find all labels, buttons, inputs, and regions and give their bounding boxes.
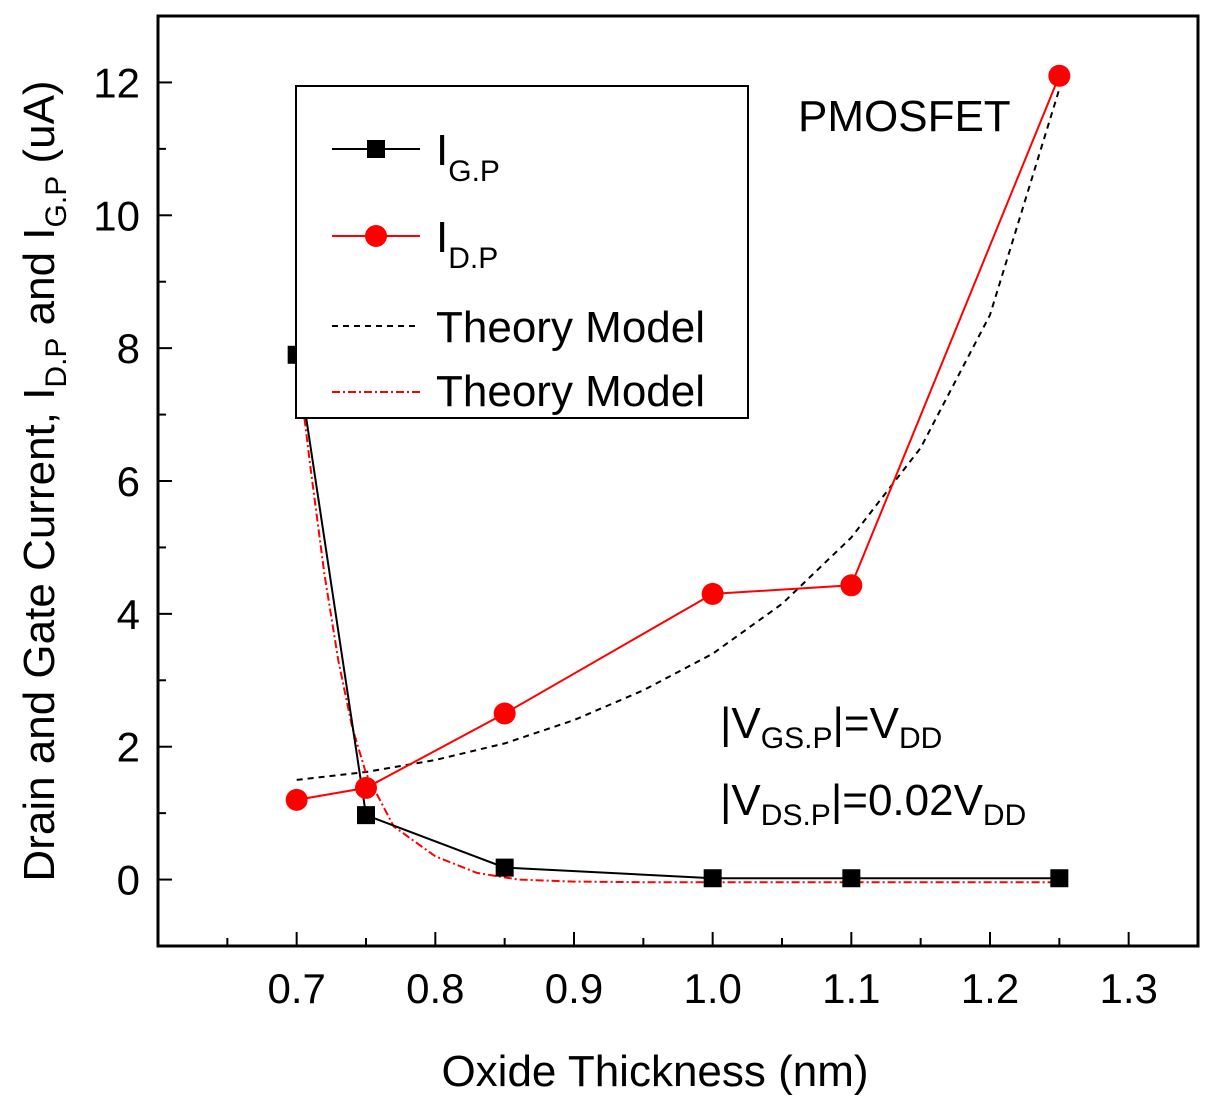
y-tick-label: 2 <box>117 724 140 771</box>
x-tick-label: 1.3 <box>1099 965 1157 1012</box>
annotation-vgs-s2: DD <box>899 722 942 755</box>
x-tick-label: 0.7 <box>267 965 325 1012</box>
x-axis-title: Oxide Thickness (nm) <box>441 1047 868 1096</box>
y-tick-label: 12 <box>93 59 140 106</box>
y-tick-label: 6 <box>117 458 140 505</box>
x-tick-label: 1.2 <box>961 965 1019 1012</box>
annotation-vds-b: |=0.02V <box>831 776 984 825</box>
igp-point <box>703 869 722 888</box>
y-tick-label: 8 <box>117 325 140 372</box>
idp-point <box>493 702 516 725</box>
annotation-device: PMOSFET <box>798 92 1011 141</box>
annotation-vds-s1: DS.P <box>761 799 831 832</box>
igp-point <box>357 806 375 825</box>
legend-marker-igp <box>367 140 385 158</box>
y-tick-label: 0 <box>117 857 140 904</box>
legend-label-igp-main: I <box>436 126 448 175</box>
x-tick-label: 1.0 <box>683 965 741 1012</box>
annotation-vds: |VDS.P|=0.02VDD <box>720 776 1026 832</box>
annotation-vgs: |VGS.P|=VDD <box>720 699 942 755</box>
annotation-vds-s2: DD <box>983 799 1026 832</box>
series-line-theory-red <box>295 354 1060 884</box>
y-axis-title: Drain and Gate Current, ID.P and IG.P (u… <box>15 80 73 881</box>
series-line-igp <box>295 354 1060 880</box>
series-markers-idp <box>285 64 1071 811</box>
x-tick-label: 0.9 <box>545 965 603 1012</box>
legend-label-idp: ID.P <box>436 213 498 275</box>
x-tick-label: 0.8 <box>406 965 464 1012</box>
y-tick-labels: 0 2 4 6 8 10 12 <box>93 59 140 903</box>
legend: IG.P ID.P Theory Model Theory Model <box>295 85 749 419</box>
x-tick-label: 1.1 <box>822 965 880 1012</box>
igp-point <box>842 869 861 888</box>
series-line-theory-black <box>296 88 1061 781</box>
idp-point <box>701 582 724 605</box>
legend-label-theory-black: Theory Model <box>436 303 705 352</box>
y-axis-title-prefix: Drain and Gate Current, I <box>15 388 64 882</box>
legend-label-theory-red: Theory Model <box>436 367 705 416</box>
idp-point <box>1048 64 1071 87</box>
series-line-idp <box>296 75 1061 801</box>
y-axis-title-sub2: G.P <box>40 176 73 228</box>
idp-point <box>840 574 863 597</box>
legend-label-igp: IG.P <box>436 126 500 188</box>
annotation-vgs-b: |=V <box>832 699 899 748</box>
annotation-vgs-s1: GS.P <box>761 722 833 755</box>
y-axis-title-sub1: D.P <box>40 338 73 388</box>
idp-point <box>285 788 308 811</box>
legend-label-idp-main: I <box>436 213 448 262</box>
annotation-vgs-a: |V <box>720 699 761 748</box>
y-axis-title-mid: and I <box>15 227 64 337</box>
y-tick-label: 4 <box>117 591 140 638</box>
legend-label-idp-sub: D.P <box>448 242 498 275</box>
y-axis <box>158 15 172 947</box>
y-tick-label: 10 <box>93 192 140 239</box>
igp-point <box>495 858 514 877</box>
igp-point <box>1050 869 1069 888</box>
legend-marker-idp <box>365 225 387 247</box>
annotation-vds-a: |V <box>720 776 761 825</box>
y-axis-title-suffix: (uA) <box>15 80 64 175</box>
x-tick-labels: 0.7 0.8 0.9 1.0 1.1 1.2 1.3 <box>267 965 1157 1012</box>
legend-label-igp-sub: G.P <box>448 155 500 188</box>
x-axis <box>157 932 1199 946</box>
idp-point <box>355 776 377 799</box>
